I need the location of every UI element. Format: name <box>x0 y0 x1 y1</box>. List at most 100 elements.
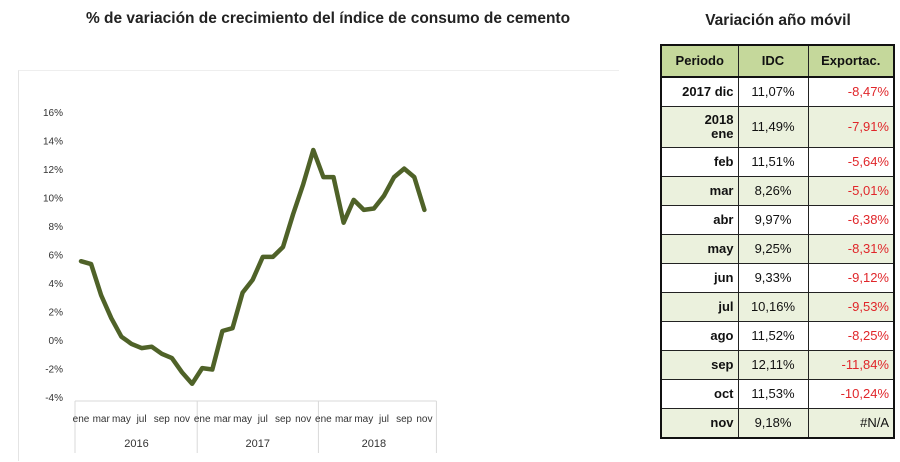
x-tick-label: nov <box>416 414 432 425</box>
y-tick-label: 2% <box>49 308 64 319</box>
x-tick-label: jul <box>378 414 389 425</box>
header-periodo: Periodo <box>660 44 739 78</box>
table-row: 2018 ene 11,49% -7,91% <box>660 106 895 148</box>
x-tick-label: may <box>112 414 131 425</box>
data-point <box>100 294 103 297</box>
table-row: ago 11,52% -8,25% <box>660 321 895 351</box>
data-point <box>211 368 214 371</box>
x-tick-label: nov <box>295 414 311 425</box>
variation-table: Periodo IDC Exportac. 2017 dic 11,07% -8,4… <box>660 44 895 439</box>
chart-panel: 16% 14% 12% 10% 8% 6% 4% 2% 0% -2% -4% ene mar may jul… <box>18 70 619 461</box>
table-row: nov 9,18% #N/A <box>660 408 895 439</box>
idc-cell: 11,51% <box>737 147 809 177</box>
idc-cell: 8,26% <box>737 176 809 206</box>
data-point <box>231 326 234 330</box>
table-row: abr 9,97% -6,38% <box>660 205 895 235</box>
idc-cell: 11,07% <box>737 76 809 107</box>
data-point <box>221 329 224 333</box>
x-tick-label: may <box>233 414 252 425</box>
export-cell: #N/A <box>807 408 895 439</box>
table-title: Variación año móvil <box>705 12 851 29</box>
x-tick-label: sep <box>275 414 292 425</box>
x-tick-label: ene <box>315 414 332 425</box>
data-point <box>120 335 123 338</box>
table-row: 2017 dic 11,07% -8,47% <box>660 76 895 107</box>
period-cell: feb <box>660 147 739 177</box>
line-chart: 16%14%12%10%8%6%4%2%0%-2%-4%ene mar may jul… <box>43 108 437 453</box>
data-point <box>332 175 335 179</box>
x-tick-label: may <box>354 414 373 425</box>
export-cell: -7,91% <box>807 106 895 148</box>
y-tick-label: -4% <box>45 393 63 404</box>
period-cell: 2018 ene <box>660 106 739 148</box>
data-point <box>392 175 396 179</box>
period-cell: mar <box>660 176 739 206</box>
period-cell: 2017 dic <box>660 76 739 107</box>
table-row: may 9,25% -8,31% <box>660 234 895 264</box>
x-tick-label: jul <box>257 414 268 425</box>
idc-cell: 9,33% <box>737 263 809 293</box>
data-point <box>261 255 264 259</box>
year-label: 2018 <box>362 438 386 450</box>
y-tick-label: 12% <box>43 165 63 176</box>
export-cell: -8,25% <box>807 321 895 351</box>
data-point <box>382 194 386 197</box>
export-cell: -6,38% <box>807 205 895 235</box>
export-cell: -8,31% <box>807 234 895 264</box>
data-point <box>271 255 275 259</box>
data-point <box>312 148 315 152</box>
data-point <box>241 291 244 294</box>
data-point <box>180 371 184 374</box>
y-tick-label: 6% <box>49 251 64 262</box>
period-cell: may <box>660 234 739 264</box>
period-cell: ago <box>660 321 739 351</box>
data-point <box>413 175 416 179</box>
x-tick-label: mar <box>93 414 111 425</box>
table-row: sep 12,11% -11,84% <box>660 350 895 380</box>
data-point <box>130 342 133 346</box>
data-point <box>291 212 295 216</box>
x-tick-label: mar <box>214 414 232 425</box>
data-point <box>281 245 285 249</box>
table-row: oct 11,53% -10,24% <box>660 379 895 409</box>
x-tick-label: nov <box>174 414 190 425</box>
x-tick-label: mar <box>335 414 353 425</box>
data-point <box>140 346 143 350</box>
table-row: jun 9,33% -9,12% <box>660 263 895 293</box>
y-tick-label: 14% <box>43 137 63 148</box>
y-tick-label: 4% <box>49 279 64 290</box>
series-line <box>78 147 427 387</box>
idc-cell: 11,52% <box>737 321 809 351</box>
data-point <box>170 356 174 360</box>
y-tick-label: -2% <box>45 365 63 376</box>
header-idc: IDC <box>737 44 809 78</box>
data-point <box>342 221 345 224</box>
idc-cell: 9,97% <box>737 205 809 235</box>
data-point <box>150 345 153 348</box>
idc-cell: 10,16% <box>737 292 809 322</box>
x-tick-label: sep <box>154 414 171 425</box>
period-cell: oct <box>660 379 739 409</box>
period-cell: jun <box>660 263 739 293</box>
y-tick-label: 8% <box>49 222 64 233</box>
export-cell: -9,12% <box>807 263 895 293</box>
y-tick-label: 16% <box>43 108 63 119</box>
chart-title: % de variación de crecimiento del índice… <box>85 10 571 27</box>
data-point <box>251 278 254 281</box>
x-tick-label: sep <box>396 414 413 425</box>
table-row: feb 11,51% -5,64% <box>660 147 895 177</box>
data-point <box>372 207 376 210</box>
x-tick-label: ene <box>73 414 90 425</box>
year-label: 2016 <box>124 438 148 450</box>
x-tick-label: ene <box>194 414 211 425</box>
x-tick-label: jul <box>136 414 147 425</box>
period-cell: abr <box>660 205 739 235</box>
data-point <box>403 167 406 170</box>
export-cell: -5,01% <box>807 176 895 206</box>
table-row: mar 8,26% -5,01% <box>660 176 895 206</box>
period-cell: nov <box>660 408 739 439</box>
data-point <box>362 208 365 212</box>
export-cell: -8,47% <box>807 76 895 107</box>
export-cell: -10,24% <box>807 379 895 409</box>
data-point <box>160 352 163 356</box>
